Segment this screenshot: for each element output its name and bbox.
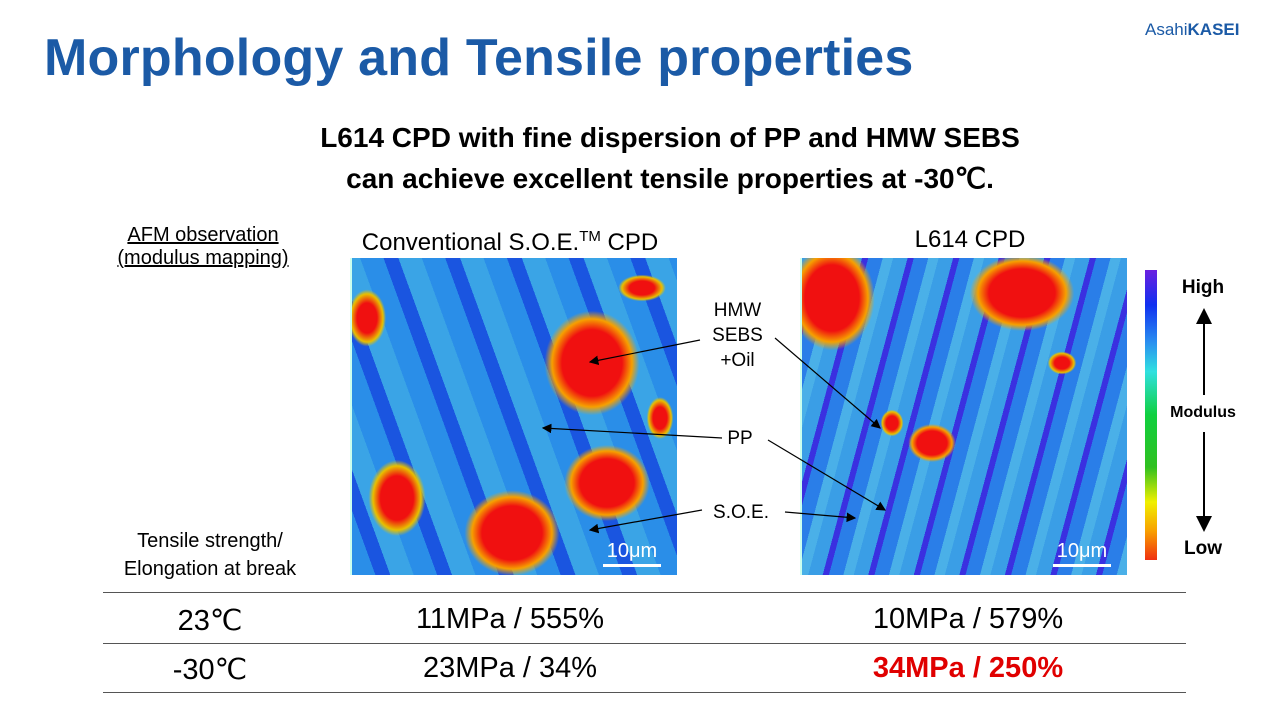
subtitle-line1: L614 CPD with fine dispersion of PP and … [320, 122, 1020, 153]
arrow-hmw-right [774, 337, 881, 429]
arrow-pp-right [767, 439, 887, 511]
arrow-soe-right [784, 511, 857, 523]
header-line2: Elongation at break [123, 558, 297, 580]
arrow-hmw-left [588, 339, 701, 366]
modulus-colorbar [1145, 270, 1157, 560]
subtitle-line2: can achieve excellent tensile properties… [346, 163, 994, 194]
colorbar-low: Low [1184, 538, 1222, 559]
header-line1: Tensile strength/ [137, 530, 283, 552]
scale-bar: 10μm [603, 540, 661, 567]
hmw-line3: +Oil [720, 350, 755, 371]
left-title-text: Conventional S.O.E. [361, 229, 580, 256]
logo-part1: Asahi [1145, 20, 1188, 39]
scale-label: 10μm [1056, 540, 1108, 562]
afm-image-l614: 10μm [800, 258, 1127, 575]
soe-label: S.O.E. [713, 502, 769, 523]
scale-label: 10μm [606, 540, 658, 562]
left-title-suffix: CPD [600, 229, 659, 256]
afm-label-line1: AFM observation [127, 224, 279, 246]
asahi-kasei-logo: AsahiKASEI [1145, 20, 1240, 40]
table-divider [103, 643, 1186, 644]
right-image-title: L614 CPD [914, 226, 1026, 253]
arrow-soe-left [588, 509, 703, 534]
hmw-sebs-label: HMW SEBS +Oil [695, 298, 780, 373]
colorbar-modulus: Modulus [1170, 404, 1236, 421]
row2-temp: -30℃ [172, 654, 248, 686]
row2-l614-highlight: 34MPa / 250% [872, 652, 1064, 684]
table-divider [103, 592, 1186, 593]
hmw-line2: SEBS [712, 325, 763, 346]
slide-title: Morphology and Tensile properties [44, 29, 914, 87]
row2-conventional: 23MPa / 34% [422, 652, 598, 684]
afm-label-line2: (modulus mapping) [117, 247, 289, 269]
table-divider [103, 692, 1186, 693]
scale-bar: 10μm [1053, 540, 1111, 567]
logo-part2: KASEI [1187, 20, 1240, 39]
table-header: Tensile strength/ Elongation at break [95, 527, 325, 583]
left-image-title: Conventional S.O.E.TM CPD [340, 228, 680, 257]
pp-label: PP [727, 428, 753, 449]
tm-sup: TM [579, 228, 601, 245]
hmw-line1: HMW [713, 300, 762, 321]
row1-conventional: 11MPa / 555% [415, 603, 605, 635]
row1-l614: 10MPa / 579% [872, 603, 1064, 635]
row1-temp: 23℃ [177, 605, 243, 637]
colorbar-high: High [1181, 277, 1225, 298]
arrow-pp-left [541, 423, 723, 439]
afm-image-conventional: 10μm [350, 258, 677, 575]
